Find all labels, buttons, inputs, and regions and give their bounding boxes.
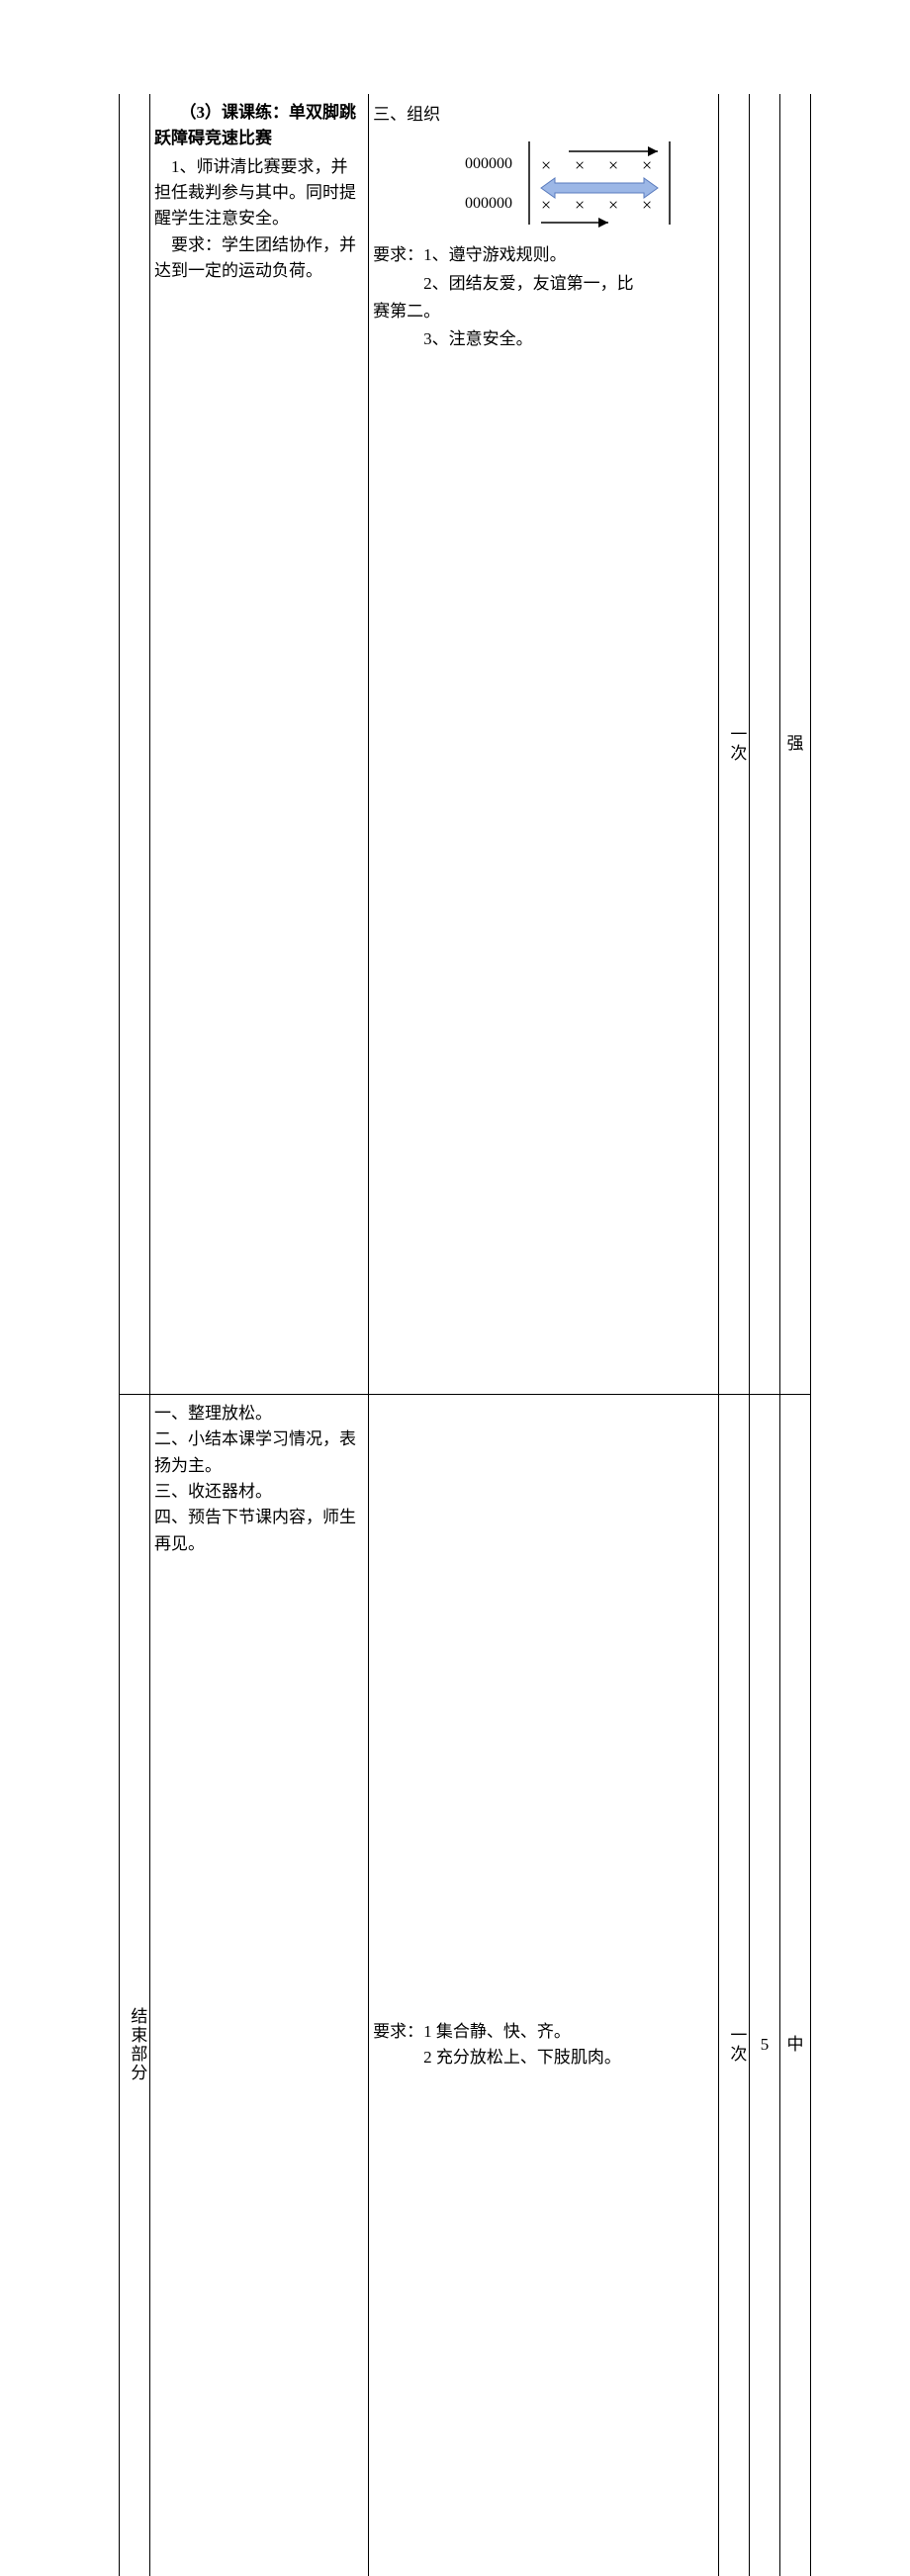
teaching-text: 要求：学生团结协作，并达到一定的运动负荷。 — [154, 232, 364, 285]
requirement-text: 赛第二。 — [373, 299, 714, 324]
formation-diagram-icon: 000000 000000 × × × × × × × × — [410, 134, 678, 232]
org-heading: 三、组织 — [373, 102, 714, 128]
svg-text:000000: 000000 — [465, 195, 512, 212]
organization-cell: 要求：1 集合静、快、齐。 2 充分放松上、下肢肌肉。 — [369, 1395, 719, 2576]
teaching-text: 一、整理放松。 — [154, 1401, 364, 1426]
requirement-text: 2 充分放松上、下肢肌肉。 — [373, 2045, 714, 2070]
svg-text:×: × — [608, 195, 618, 215]
teaching-text: 1、师讲清比赛要求，并担任裁判参与其中。同时提醒学生注意安全。 — [154, 154, 364, 232]
organization-cell: 三、组织 000000 000000 × × × × — [369, 94, 719, 1395]
times-cell: 一次 — [719, 94, 750, 1395]
minutes-cell — [750, 94, 780, 1395]
svg-text:×: × — [575, 155, 585, 175]
teaching-cell: （3）课课练：单双脚跳跃障碍竞速比赛 1、师讲清比赛要求，并担任裁判参与其中。同… — [149, 94, 368, 1395]
table-row: （3）课课练：单双脚跳跃障碍竞速比赛 1、师讲清比赛要求，并担任裁判参与其中。同… — [120, 94, 811, 1395]
intensity-value: 强 — [786, 731, 803, 757]
requirement-text: 要求：1 集合静、快、齐。 — [373, 2019, 714, 2045]
teaching-text: 二、小结本课学习情况，表扬为主。 — [154, 1426, 364, 1479]
svg-text:×: × — [541, 155, 551, 175]
svg-text:000000: 000000 — [465, 155, 512, 172]
page: （3）课课练：单双脚跳跃障碍竞速比赛 1、师讲清比赛要求，并担任裁判参与其中。同… — [0, 0, 910, 1288]
table-row: 结束部分 一、整理放松。 二、小结本课学习情况，表扬为主。 三、收还器材。 四、… — [120, 1395, 811, 2576]
teaching-text: 四、预告下节课内容，师生再见。 — [154, 1505, 364, 1557]
requirement-text: 2、团结友爱，友谊第一，比 — [373, 271, 714, 297]
minutes-value: 5 — [761, 2032, 770, 2058]
svg-text:×: × — [608, 155, 618, 175]
minutes-cell: 5 — [750, 1395, 780, 2576]
intensity-value: 中 — [786, 2032, 803, 2058]
svg-text:×: × — [642, 155, 652, 175]
requirement-text: 要求：1、遵守游戏规则。 — [373, 242, 714, 268]
exercise-title: （3）课课练：单双脚跳跃障碍竞速比赛 — [154, 100, 364, 152]
intensity-cell: 强 — [779, 94, 810, 1395]
stage-label: 结束部分 — [124, 1401, 149, 2576]
times-cell: 一次 — [719, 1395, 750, 2576]
lesson-plan-table: （3）课课练：单双脚跳跃障碍竞速比赛 1、师讲清比赛要求，并担任裁判参与其中。同… — [119, 94, 811, 2576]
times-value: 一次 — [723, 100, 749, 1388]
times-value: 一次 — [723, 1401, 749, 2576]
stage-cell: 结束部分 — [120, 1395, 150, 2576]
teaching-text: 三、收还器材。 — [154, 1479, 364, 1505]
svg-text:×: × — [541, 195, 551, 215]
stage-cell — [120, 94, 150, 1395]
intensity-cell: 中 — [779, 1395, 810, 2576]
svg-text:×: × — [575, 195, 585, 215]
requirement-text: 3、注意安全。 — [373, 326, 714, 352]
teaching-cell: 一、整理放松。 二、小结本课学习情况，表扬为主。 三、收还器材。 四、预告下节课… — [149, 1395, 368, 2576]
